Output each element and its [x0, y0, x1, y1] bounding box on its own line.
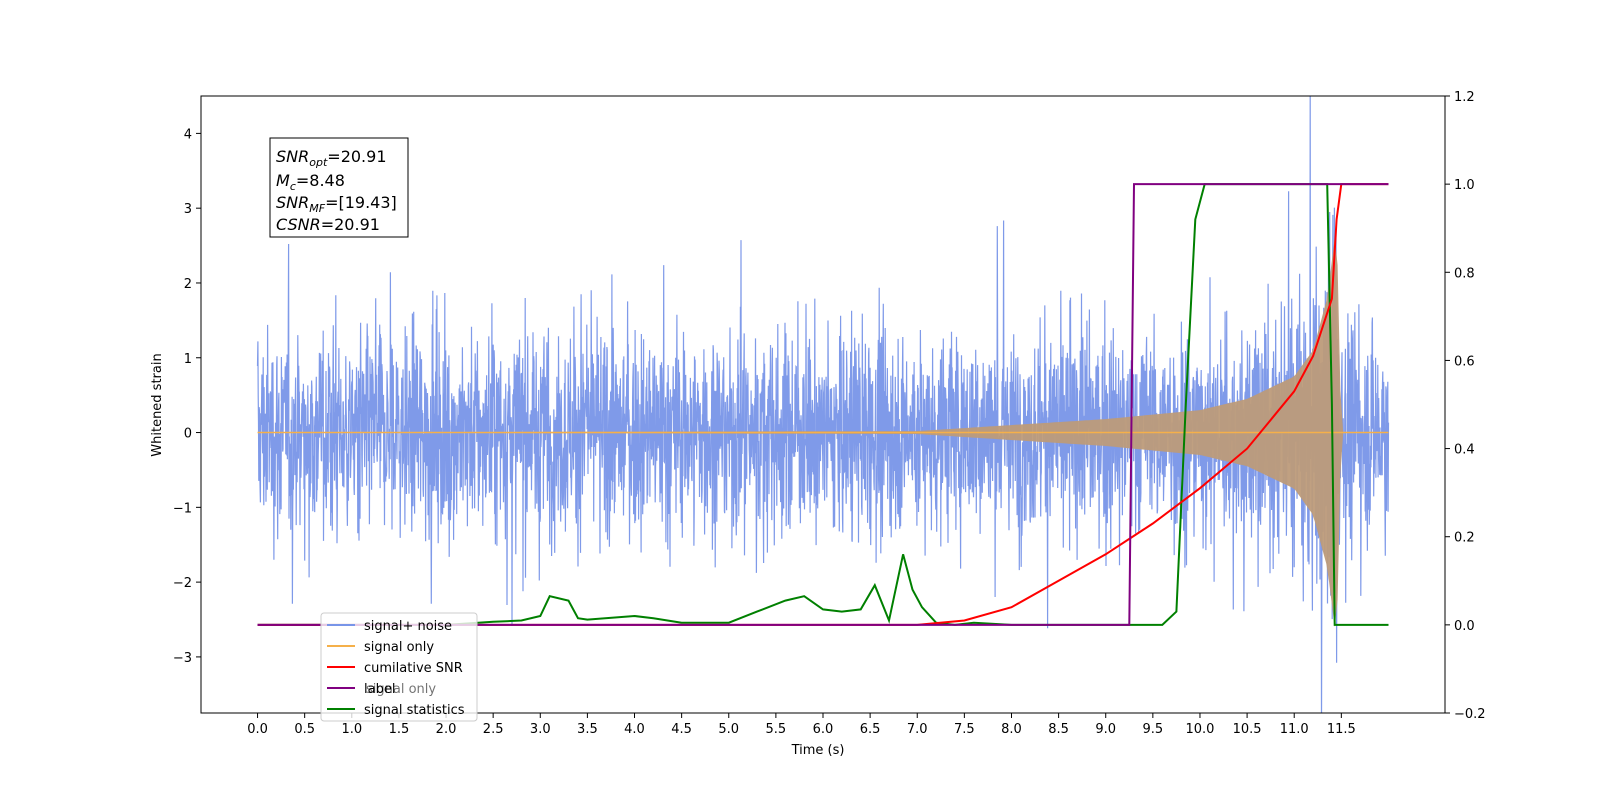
x-tick-label: 10.5 [1233, 722, 1262, 737]
x-tick-label: 6.5 [860, 722, 881, 737]
x-tick-label: 5.5 [766, 722, 787, 737]
legend-entry-signal-noise: signal+ noise [364, 619, 452, 634]
y2-tick-label: 0.6 [1454, 354, 1475, 369]
annotation-snr-mf-value: [19.43] [338, 193, 396, 212]
y2-tick-label: 0.0 [1454, 619, 1475, 634]
annotation-mc-value: 8.48 [309, 171, 345, 190]
y2-tick-label: 0.8 [1454, 266, 1475, 281]
x-tick-label: 4.0 [624, 722, 645, 737]
legend-entry-signal-statistics: signal statistics [364, 703, 465, 718]
annotation-snr-opt: SNRopt=20.91 [276, 147, 387, 169]
x-tick-label: 2.0 [436, 722, 457, 737]
legend-entry-cumulative-snr: cumilative SNR [364, 661, 463, 676]
annotation-frame [269, 137, 409, 238]
legend-frame [320, 612, 478, 722]
legend: signal only signal+ noise signal only cu… [320, 612, 478, 722]
y-tick-label: −3 [173, 651, 192, 666]
x-tick-label: 5.0 [718, 722, 739, 737]
y2-tick-label: −0.2 [1454, 707, 1486, 722]
signal-statistics-line [257, 183, 1389, 626]
x-axis: 0.0 0.5 1.0 1.5 2.0 2.5 3.0 3.5 4.0 4.5 5.0 5.5 6.0 6… [247, 713, 1356, 737]
x-tick-label: 4.5 [671, 722, 692, 737]
cumulative-snr-line [257, 183, 1389, 626]
x-axis-label: Time (s) [791, 743, 845, 758]
x-tick-label: 7.0 [907, 722, 928, 737]
annotation-csnr-value: 20.91 [334, 215, 380, 234]
x-tick-label: 11.0 [1280, 722, 1309, 737]
right-axis-series [257, 183, 1389, 626]
plot-area [256, 96, 1390, 713]
y-tick-label: 3 [184, 202, 192, 217]
y2-tick-label: 0.2 [1454, 531, 1475, 546]
x-tick-label: 8.5 [1048, 722, 1069, 737]
x-tick-label: 3.5 [577, 722, 598, 737]
y-tick-label: 2 [184, 277, 192, 292]
annotation-box: SNRopt=20.91 Mc=8.48 SNRMF=[19.43] CSNR=… [269, 137, 409, 238]
x-tick-label: 11.5 [1327, 722, 1356, 737]
x-tick-label: 3.0 [530, 722, 551, 737]
x-tick-label: 6.0 [813, 722, 834, 737]
y-axis-label: Whitened strain [150, 353, 165, 456]
x-tick-label: 1.0 [341, 722, 362, 737]
annotation-mc: Mc=8.48 [276, 171, 345, 193]
y-tick-label: 0 [184, 427, 192, 442]
annotation-snr-opt-value: 20.91 [341, 147, 387, 166]
y-tick-label: 1 [184, 352, 192, 367]
y2-tick-label: 1.0 [1454, 178, 1475, 193]
x-tick-label: 10.0 [1185, 722, 1214, 737]
y2-tick-label: 1.2 [1454, 90, 1475, 105]
label-line [257, 183, 1389, 626]
y-axis-right: −0.2 0.0 0.2 0.4 0.6 0.8 1.0 1.2 [1445, 90, 1486, 722]
y-tick-label: 4 [184, 127, 192, 142]
legend-ghost-text: signal only [366, 682, 436, 697]
legend-entry-signal-only: signal only [364, 640, 434, 655]
x-tick-label: 1.5 [389, 722, 410, 737]
x-tick-label: 9.0 [1095, 722, 1116, 737]
x-tick-label: 0.5 [294, 722, 315, 737]
x-tick-label: 8.0 [1001, 722, 1022, 737]
y2-tick-label: 0.4 [1454, 443, 1475, 458]
y-tick-label: −1 [173, 501, 192, 516]
annotation-snr-mf: SNRMF=[19.43] [276, 193, 397, 215]
legend-entry-label: label [364, 682, 395, 697]
x-tick-label: 0.0 [247, 722, 268, 737]
x-tick-label: 7.5 [954, 722, 975, 737]
y-tick-label: −2 [173, 576, 192, 591]
y-axis-left: −3 −2 −1 0 1 2 3 4 [173, 127, 201, 666]
annotation-csnr: CSNR=20.91 [276, 215, 380, 234]
x-tick-label: 9.5 [1143, 722, 1164, 737]
x-tick-label: 2.5 [483, 722, 504, 737]
signal-only-series [257, 238, 1389, 627]
